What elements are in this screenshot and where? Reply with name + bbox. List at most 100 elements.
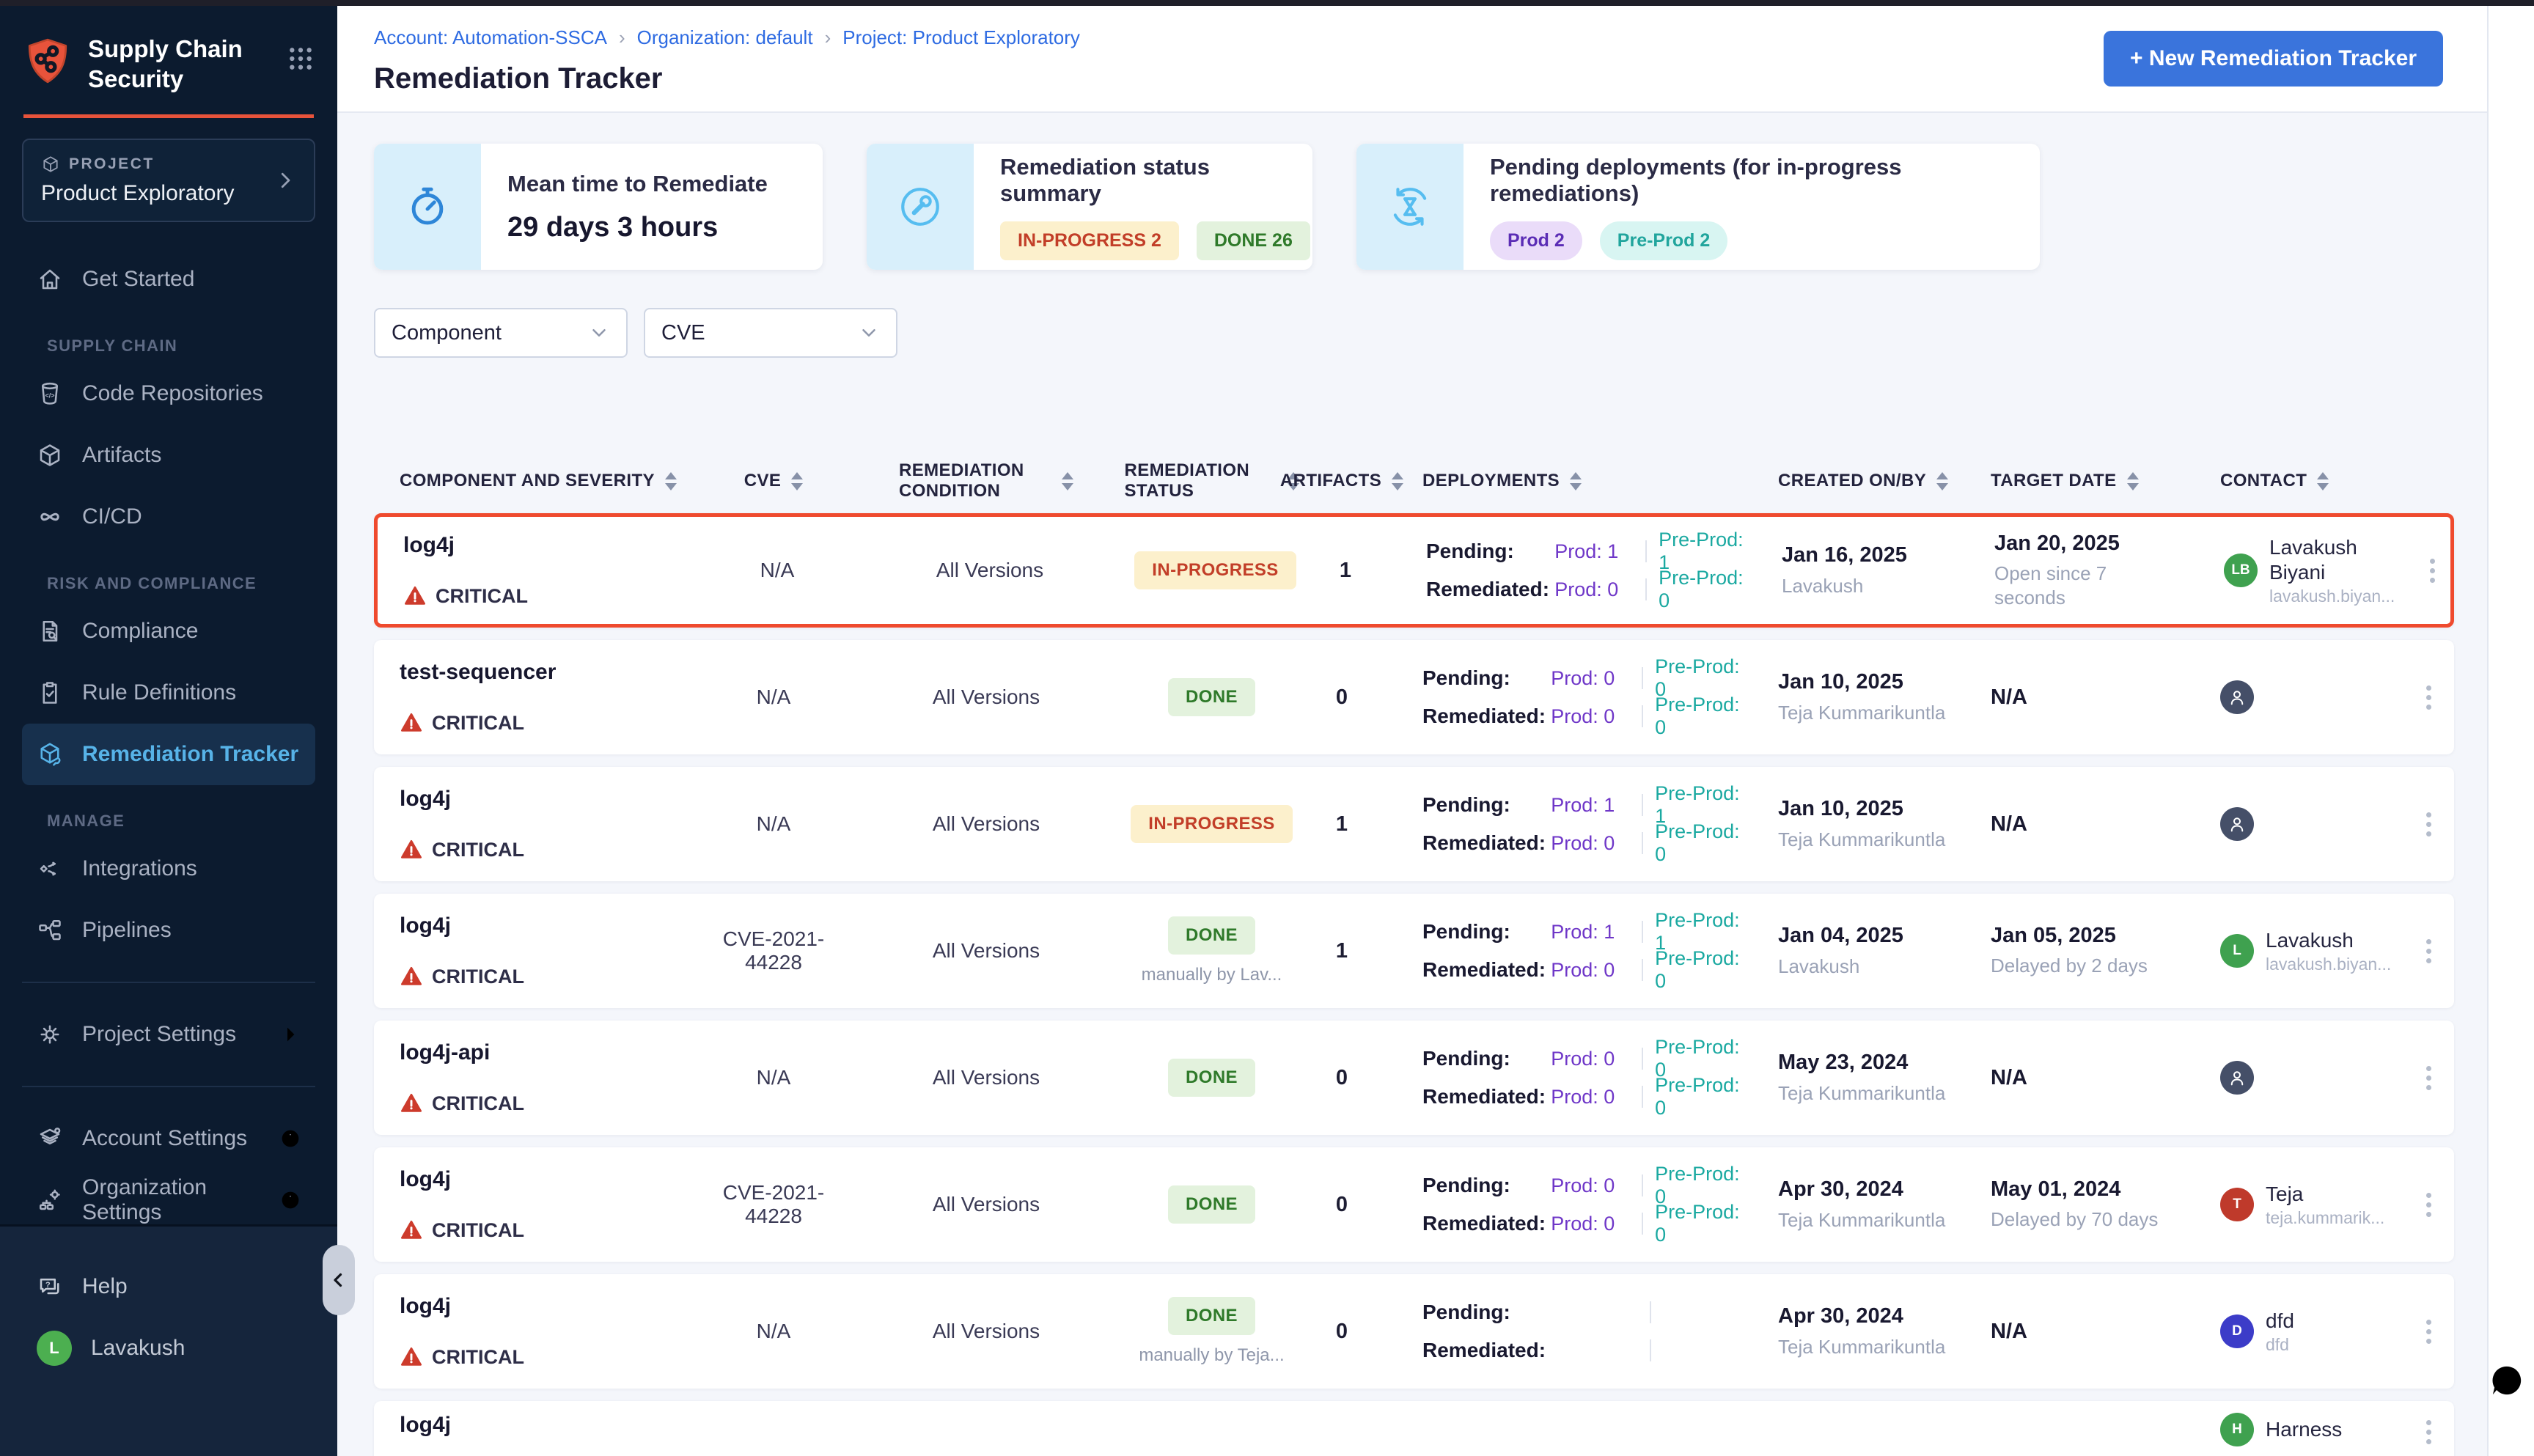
col-header-remediation-status[interactable]: REMEDIATION STATUS — [1122, 460, 1301, 501]
table-row[interactable]: log4j CRITICAL CVE-2021-44228 All Versions D… — [374, 1147, 2454, 1262]
sort-desc-arrow — [791, 482, 804, 490]
deployment-separator — [1642, 1174, 1644, 1196]
sidebar-item-project-settings[interactable]: Project Settings — [22, 1004, 315, 1065]
kebab-dot — [2426, 812, 2431, 817]
deployment-preprod-count: Pre-Prod: 0 — [1655, 820, 1740, 865]
sidebar-user[interactable]: L Lavakush — [22, 1317, 315, 1379]
layers-icon — [37, 1125, 63, 1152]
table-row[interactable]: log4j-api CRITICAL N/A All Versions DONE 0 Pen… — [374, 1021, 2454, 1135]
contact-name: Harness — [2266, 1418, 2343, 1441]
col-header-target-date[interactable]: TARGET DATE — [1980, 471, 2214, 491]
table-row[interactable]: test-sequencer CRITICAL N/A All Versions DON… — [374, 640, 2454, 754]
svg-text:?: ? — [45, 1281, 51, 1290]
sidebar-item-artifacts[interactable]: Artifacts — [22, 424, 315, 486]
kebab-dot — [2426, 704, 2431, 710]
col-header-contact[interactable]: CONTACT — [2214, 471, 2405, 491]
severity: CRITICAL — [400, 838, 697, 861]
remediation-status-cell: DONE — [1122, 678, 1301, 716]
col-header-created-on-by[interactable]: CREATED ON/BY — [1752, 471, 1980, 491]
summary-card-remediation-status-summary: Remediation status summary IN-PROGRESS 2 D… — [867, 144, 1312, 270]
sort-icon — [664, 471, 677, 490]
contact-cell: T Teja teja.kummarik... — [2214, 1182, 2405, 1228]
kebab-dot — [2430, 558, 2435, 564]
deployment-label: Pending: — [1422, 666, 1510, 689]
breadcrumb-link-0[interactable]: Account: Automation-SSCA — [374, 26, 607, 48]
sidebar-item-label: Integrations — [82, 856, 197, 880]
row-menu-kebab[interactable] — [2405, 1312, 2453, 1351]
filter-label: Component — [392, 320, 502, 345]
filter-cve[interactable]: CVE — [644, 308, 897, 358]
app-title: Supply Chain Security — [88, 35, 243, 92]
deployment-preprod-count: Pre-Prod: 0 — [1655, 694, 1740, 738]
sidebar-item-code-repositories[interactable]: </> Code Repositories — [22, 363, 315, 424]
target-date-cell: N/A — [1980, 812, 2214, 837]
deployment-preprod-count: Pre-Prod: 0 — [1655, 947, 1740, 992]
row-actions-cell — [2405, 1413, 2453, 1452]
col-header-component-and-severity[interactable]: COMPONENT AND SEVERITY — [400, 471, 697, 491]
clipboard-check-icon — [37, 680, 63, 706]
project-selector[interactable]: PROJECT Product Exploratory — [22, 139, 315, 222]
deployment-separator — [1642, 794, 1644, 816]
deployment-preprod-count: Pre-Prod: 1 — [1655, 782, 1740, 827]
contact-cell: L Lavakush lavakush.biyan... — [2214, 928, 2405, 974]
table-row[interactable]: log4j CRITICAL N/A All Versions DONE manually… — [374, 1274, 2454, 1389]
sidebar-item-compliance[interactable]: Compliance — [22, 600, 315, 662]
module-grid-icon[interactable] — [286, 44, 315, 73]
sidebar-item-account-settings[interactable]: Account Settings — [22, 1108, 315, 1169]
sort-asc-arrow — [2126, 471, 2139, 479]
contact-text: Lavakush lavakush.biyan... — [2266, 928, 2391, 974]
target-subtext: Delayed by 70 days — [1991, 1207, 2214, 1232]
deployment-label: Pending: — [1422, 1301, 1510, 1323]
pipelines-icon — [37, 917, 63, 944]
sidebar-item-remediation-tracker[interactable]: Remediation Tracker — [22, 724, 315, 785]
deployment-separator — [1642, 667, 1644, 689]
component-name: test-sequencer — [400, 660, 557, 684]
deployment-preprod-count: Pre-Prod: 1 — [1655, 909, 1740, 954]
sidebar-item-ci-cd[interactable]: CI/CD — [22, 486, 315, 548]
severity-label: CRITICAL — [436, 584, 528, 607]
card-value: 29 days 3 hours — [507, 211, 719, 243]
new-remediation-tracker-button[interactable]: + New Remediation Tracker — [2104, 31, 2443, 87]
row-menu-kebab[interactable] — [2405, 1185, 2453, 1224]
deployment-label: Remediated: — [1422, 1339, 1546, 1361]
sidebar-item-help[interactable]: ? Help — [22, 1256, 315, 1317]
table-row[interactable]: log4j CRITICAL N/A All Versions IN-PROGRESS 1… — [374, 767, 2454, 881]
sidebar-item-pipelines[interactable]: Pipelines — [22, 900, 315, 961]
row-actions-cell — [2405, 1312, 2453, 1351]
breadcrumb-link-1[interactable]: Organization: default — [636, 26, 813, 48]
col-header-remediation-condition[interactable]: REMEDIATION CONDITION — [851, 460, 1122, 501]
sidebar-collapse-handle[interactable] — [323, 1245, 355, 1315]
row-menu-kebab[interactable] — [2405, 932, 2453, 971]
breadcrumb-link-2[interactable]: Project: Product Exploratory — [842, 26, 1080, 48]
contact-text: Harness — [2266, 1417, 2342, 1442]
row-actions-cell — [2405, 932, 2453, 971]
filter-component[interactable]: Component — [374, 308, 628, 358]
col-header-cve[interactable]: CVE — [697, 471, 851, 491]
sidebar-item-get-started[interactable]: Get Started — [22, 249, 315, 310]
table-row[interactable]: log4j CRITICAL CVE-2021-44228 All Versions D… — [374, 894, 2454, 1008]
infinity-icon — [37, 504, 63, 530]
support-chat-icon[interactable] — [2487, 1361, 2527, 1404]
info-icon — [279, 1127, 302, 1150]
sort-asc-arrow — [1392, 471, 1404, 479]
col-header-artifacts[interactable]: ARTIFACTS — [1280, 471, 1404, 491]
sidebar-item-rule-definitions[interactable]: Rule Definitions — [22, 662, 315, 724]
deployments-cell: Pending: Prod: 1 Pre-Prod: 1 Remediated: Pro… — [1382, 782, 1752, 865]
sidebar-item-integrations[interactable]: Integrations — [22, 838, 315, 900]
row-menu-kebab[interactable] — [2405, 805, 2453, 844]
sort-desc-arrow — [1570, 482, 1582, 490]
created-date: Apr 30, 2024 — [1778, 1304, 1903, 1328]
col-header-deployments[interactable]: DEPLOYMENTS — [1382, 471, 1752, 491]
cve-cell: N/A — [756, 1320, 791, 1342]
row-menu-kebab[interactable] — [2409, 551, 2456, 590]
row-menu-kebab[interactable] — [2405, 1059, 2453, 1097]
row-menu-kebab[interactable] — [2405, 1413, 2453, 1452]
page-scrollbar[interactable] — [2487, 6, 2534, 1456]
sidebar-item-organization-settings[interactable]: Organization Settings — [22, 1169, 315, 1231]
filter-label: CVE — [661, 320, 705, 345]
contact-avatar: T — [2220, 1188, 2254, 1221]
row-menu-kebab[interactable] — [2405, 678, 2453, 717]
created-cell: Jan 10, 2025 Teja Kummarikuntla — [1752, 797, 1980, 851]
table-row[interactable]: log4j CRITICAL N/A All Versions IN-PROGRESS 1… — [374, 513, 2454, 628]
